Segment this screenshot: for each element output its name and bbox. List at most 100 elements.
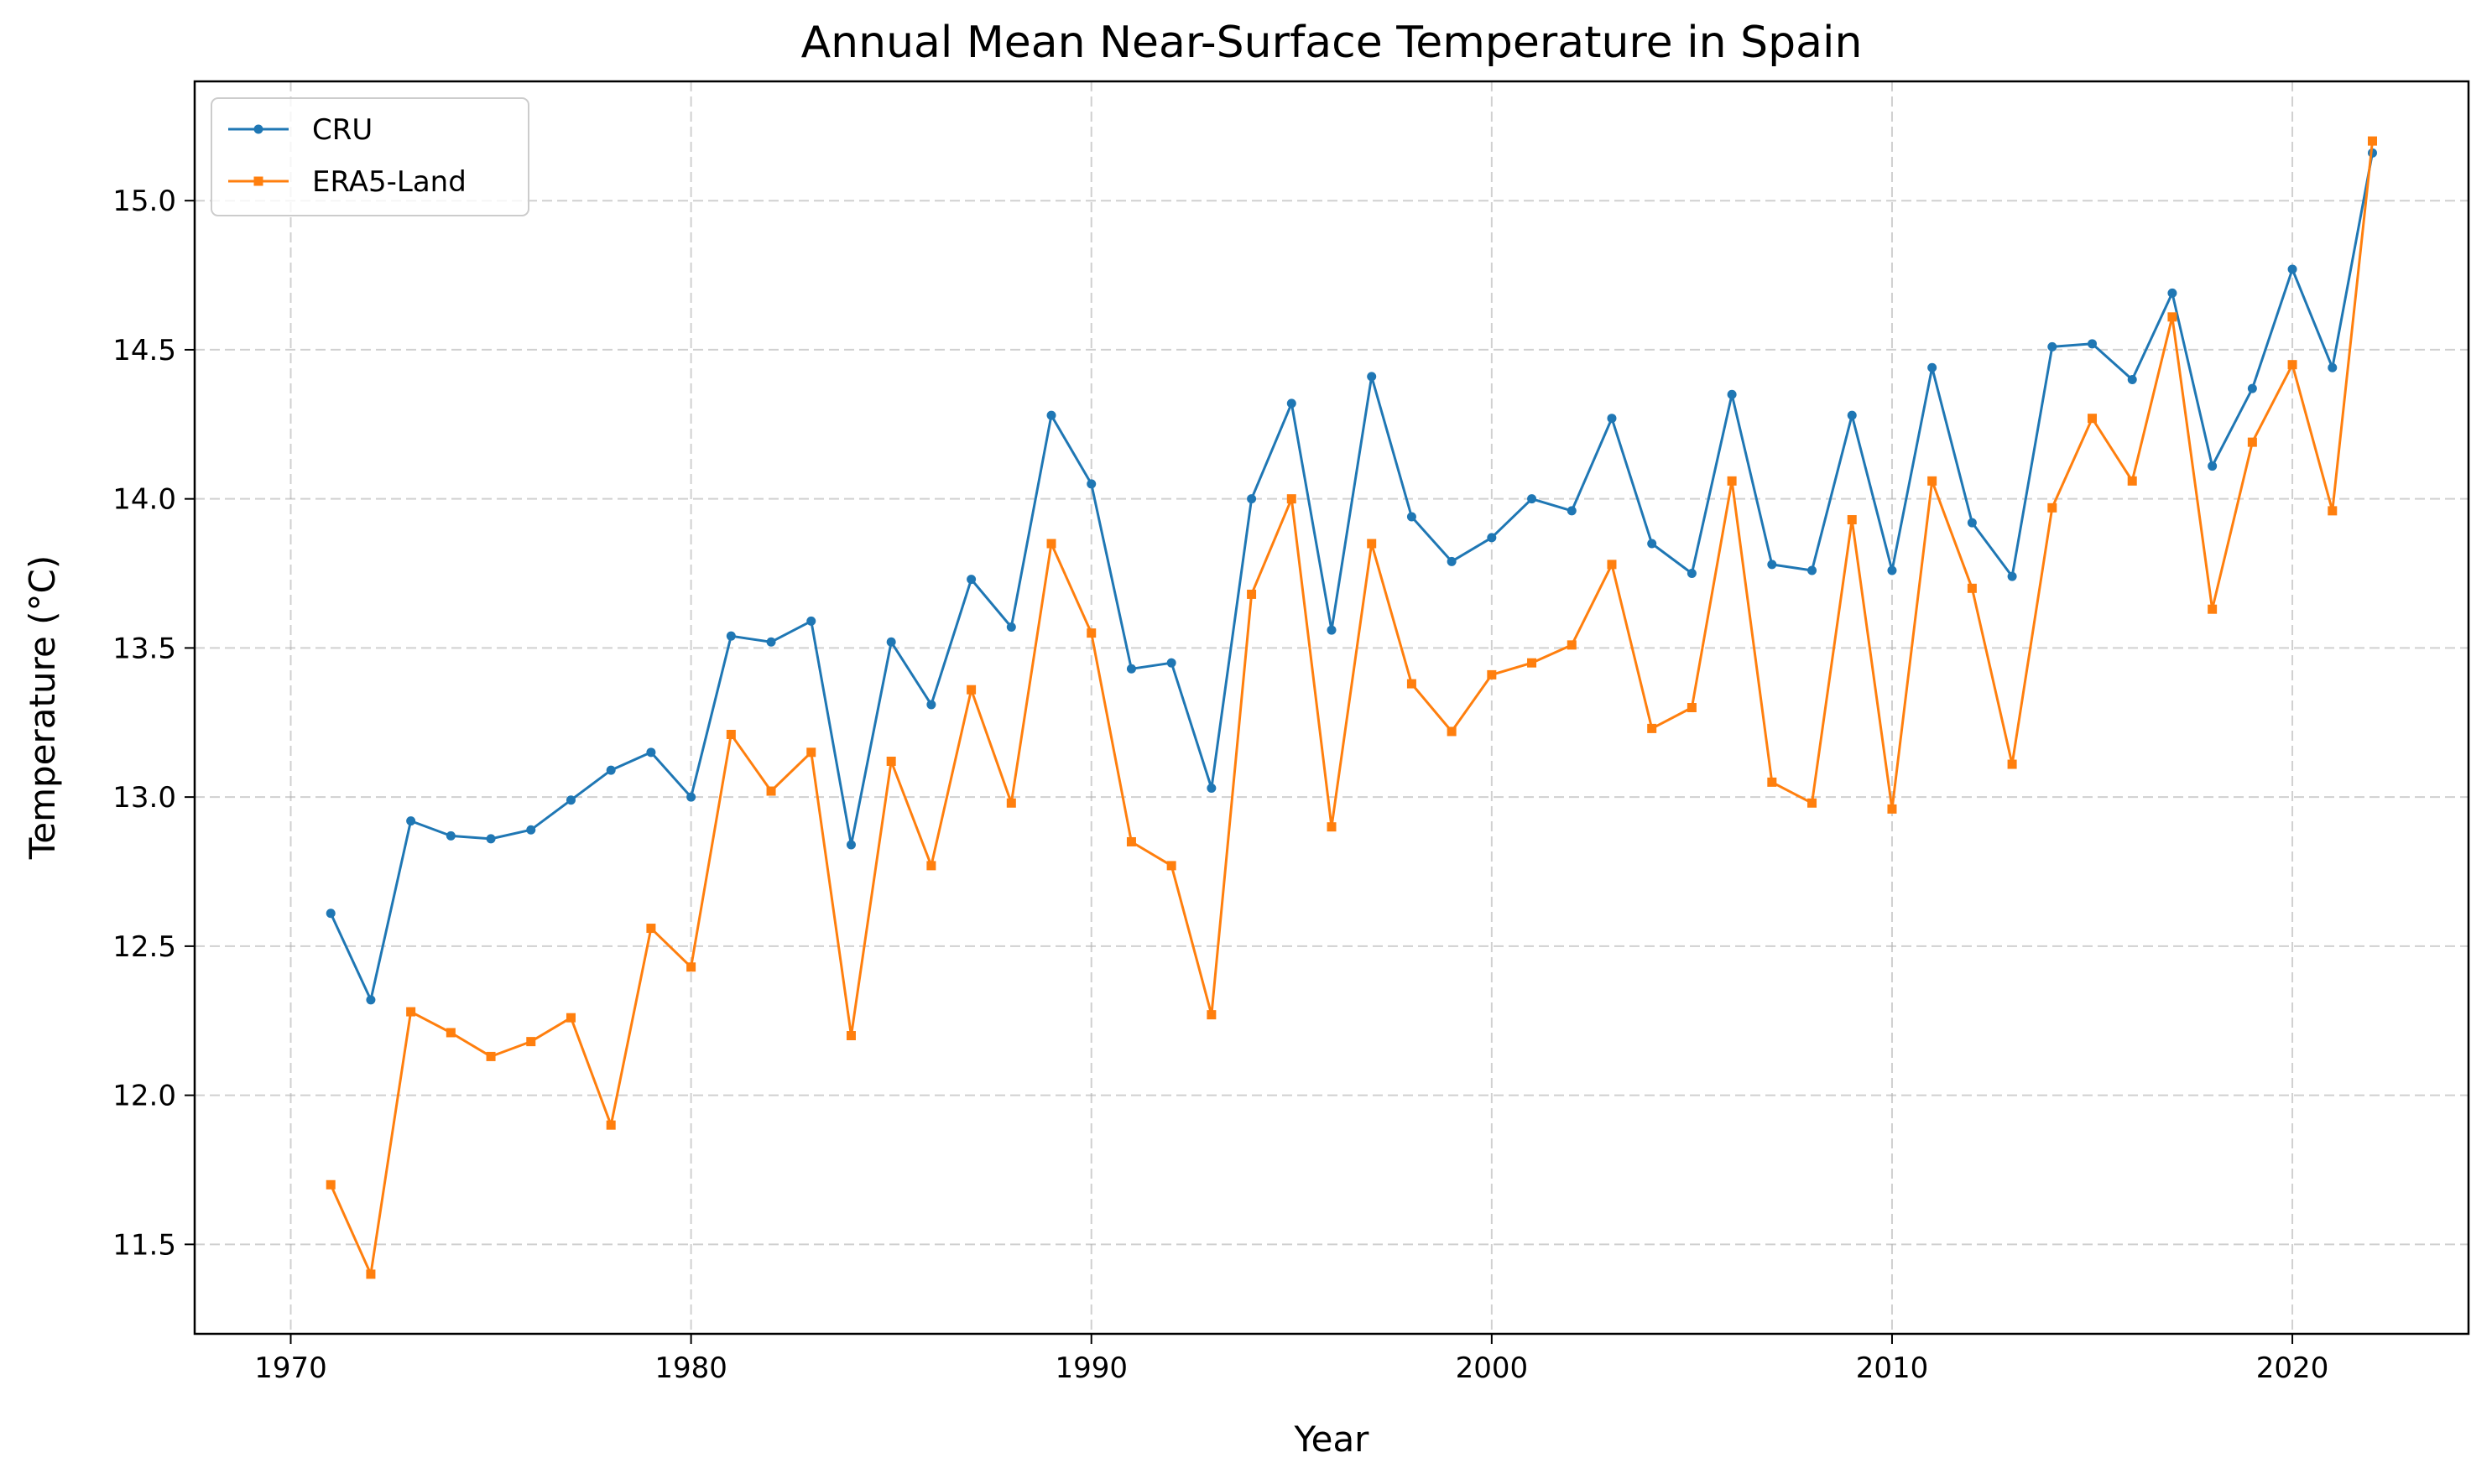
data-point-cru <box>406 816 416 826</box>
y-tick-label: 13.5 <box>112 632 176 665</box>
data-point-era5-land <box>1487 669 1497 680</box>
data-point-era5-land <box>1006 798 1016 808</box>
data-point-era5-land <box>1687 703 1697 712</box>
data-point-cru <box>846 840 856 850</box>
data-point-era5-land <box>967 685 977 695</box>
data-point-cru <box>1487 533 1497 543</box>
data-point-era5-land <box>406 1007 416 1017</box>
x-tick-label: 2000 <box>1456 1351 1529 1385</box>
data-point-era5-land <box>1607 560 1617 570</box>
data-point-era5-land <box>926 861 936 871</box>
data-point-era5-land <box>1447 726 1457 737</box>
data-point-era5-land <box>1527 658 1537 668</box>
data-point-era5-land <box>1967 583 1977 593</box>
data-point-era5-land <box>526 1037 536 1047</box>
data-point-era5-land <box>446 1028 456 1038</box>
legend-label-era5-land: ERA5-Land <box>312 165 467 199</box>
data-point-cru <box>1367 372 1377 382</box>
data-point-era5-land <box>2167 312 2177 322</box>
data-point-era5-land <box>2127 476 2137 486</box>
data-point-era5-land <box>1887 804 1897 814</box>
data-point-cru <box>2208 461 2218 471</box>
data-point-cru <box>1327 625 1337 635</box>
data-point-era5-land <box>2287 360 2297 370</box>
x-axis-label: Year <box>1294 1419 1370 1460</box>
x-tick-label: 1980 <box>654 1351 727 1385</box>
y-tick-label: 12.0 <box>112 1080 176 1113</box>
legend-marker-era5-land <box>253 176 263 186</box>
y-tick-label: 14.5 <box>112 334 176 367</box>
y-tick-label: 14.0 <box>112 483 176 517</box>
data-point-cru <box>766 637 776 647</box>
data-point-cru <box>1247 494 1257 504</box>
y-tick-label: 15.0 <box>112 185 176 218</box>
series-layer <box>326 136 2377 1279</box>
data-point-cru <box>2088 339 2098 349</box>
data-point-era5-land <box>646 924 656 934</box>
legend-label-cru: CRU <box>312 113 373 147</box>
data-point-era5-land <box>886 756 896 766</box>
data-point-cru <box>1166 658 1176 668</box>
legend-marker-cru <box>253 124 263 134</box>
data-point-cru <box>366 995 376 1005</box>
data-point-era5-land <box>2328 506 2338 516</box>
data-point-era5-land <box>1126 836 1136 846</box>
data-point-era5-land <box>2088 414 2098 424</box>
data-point-era5-land <box>2208 604 2218 614</box>
series-line-era5-land <box>329 140 2374 1276</box>
data-point-era5-land <box>1166 861 1176 871</box>
data-point-era5-land <box>1406 679 1416 689</box>
y-tick-label: 11.5 <box>112 1228 176 1262</box>
data-point-era5-land <box>1046 539 1056 549</box>
data-point-cru <box>1406 512 1416 522</box>
data-point-cru <box>1647 539 1657 549</box>
data-point-era5-land <box>726 729 736 739</box>
data-point-cru <box>1087 479 1097 489</box>
data-point-era5-land <box>326 1179 336 1190</box>
data-point-cru <box>1207 783 1217 793</box>
data-point-era5-land <box>2047 502 2057 513</box>
data-point-cru <box>967 575 977 585</box>
data-point-era5-land <box>846 1031 856 1041</box>
x-tick-label: 2010 <box>1856 1351 1929 1385</box>
data-point-cru <box>886 637 896 647</box>
data-point-cru <box>1807 565 1817 575</box>
x-axis-ticks: 1970 1980 1990 2000 2010 2020 <box>254 1334 2328 1385</box>
y-tick-label: 13.0 <box>112 781 176 815</box>
data-point-era5-land <box>1207 1010 1217 1020</box>
data-point-cru <box>2328 362 2338 372</box>
y-axis-label: Temperature (°C) <box>22 555 63 861</box>
data-point-era5-land <box>1767 777 1777 787</box>
data-point-era5-land <box>486 1051 496 1061</box>
data-point-cru <box>726 631 736 641</box>
series-era5-land <box>326 136 2377 1279</box>
data-point-cru <box>2247 383 2257 393</box>
data-point-era5-land <box>366 1269 376 1279</box>
data-point-cru <box>1767 560 1777 570</box>
data-point-cru <box>1527 494 1537 504</box>
data-point-era5-land <box>606 1120 616 1130</box>
data-point-cru <box>606 765 616 775</box>
data-point-cru <box>1687 569 1697 579</box>
data-point-era5-land <box>2007 759 2017 769</box>
data-point-era5-land <box>1367 539 1377 549</box>
legend-box <box>211 97 529 216</box>
plot-frame <box>193 80 2470 1336</box>
series-cru <box>326 148 2377 1005</box>
data-point-era5-land <box>806 747 816 758</box>
x-tick-label: 2020 <box>2256 1351 2329 1385</box>
data-point-era5-land <box>1847 515 1857 525</box>
data-point-era5-land <box>686 962 696 972</box>
data-point-cru <box>566 795 576 805</box>
data-point-cru <box>326 909 336 919</box>
data-point-era5-land <box>2367 136 2377 146</box>
data-point-era5-land <box>1727 476 1737 486</box>
data-point-era5-land <box>1247 589 1257 599</box>
data-point-cru <box>926 700 936 710</box>
data-point-cru <box>1607 414 1617 424</box>
data-point-cru <box>806 616 816 626</box>
data-point-cru <box>2287 264 2297 274</box>
data-point-cru <box>526 825 536 835</box>
data-point-era5-land <box>1286 494 1296 504</box>
